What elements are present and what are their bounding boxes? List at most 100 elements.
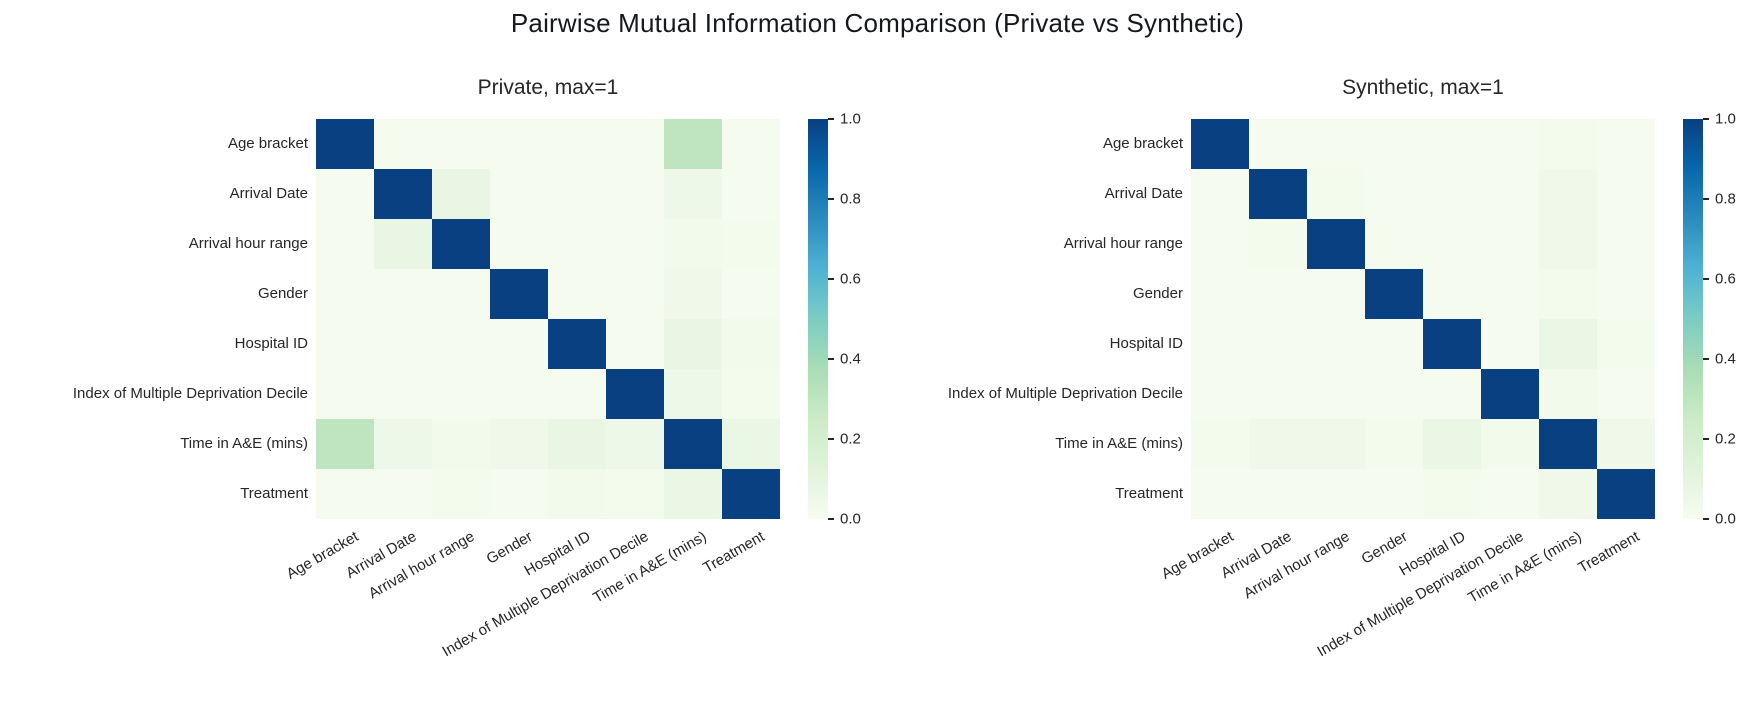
y-tick-label: Time in A&E (mins) xyxy=(1055,435,1183,452)
heatmap-cell xyxy=(1539,269,1597,319)
heatmap-cell xyxy=(606,319,664,369)
heatmap-cell xyxy=(1365,269,1423,319)
colorbar-tick-mark xyxy=(1703,198,1709,200)
heatmap-cell xyxy=(1597,169,1655,219)
heatmap-cell xyxy=(1191,369,1249,419)
heatmap-cell xyxy=(1481,469,1539,519)
heatmap-cell xyxy=(606,419,664,469)
heatmap-cell xyxy=(548,269,606,319)
colorbar-tick-mark xyxy=(828,198,834,200)
heatmap-cell xyxy=(1307,319,1365,369)
heatmap-cell xyxy=(664,369,722,419)
heatmap-cell xyxy=(432,319,490,369)
x-tick-label: Arrival hour range xyxy=(1240,528,1353,603)
heatmap-cell xyxy=(316,419,374,469)
heatmap-cell xyxy=(1597,119,1655,169)
y-tick-label: Index of Multiple Deprivation Decile xyxy=(947,385,1183,402)
colorbar-tick-label: 1.0 xyxy=(1715,110,1736,128)
heatmap-cell xyxy=(374,119,432,169)
heatmap-cell xyxy=(722,469,780,519)
heatmap-cell xyxy=(1307,469,1365,519)
colorbar-tick-label: 0.0 xyxy=(1715,510,1736,528)
heatmap-cell xyxy=(606,369,664,419)
heatmap-cell xyxy=(1191,319,1249,369)
heatmap-cell xyxy=(1539,219,1597,269)
heatmap-cell xyxy=(1481,369,1539,419)
heatmap-cell xyxy=(1481,319,1539,369)
heatmap-cell xyxy=(664,119,722,169)
heatmap-cell xyxy=(722,169,780,219)
colorbar-tick-label: 0.2 xyxy=(840,430,861,448)
heatmap-cell xyxy=(606,119,664,169)
heatmap-cell xyxy=(548,319,606,369)
heatmap-cell xyxy=(1365,369,1423,419)
heatmap-cell xyxy=(548,469,606,519)
heatmap-cell xyxy=(1539,319,1597,369)
heatmap-cell xyxy=(490,219,548,269)
heatmap-cell xyxy=(1539,119,1597,169)
figure-title: Pairwise Mutual Information Comparison (… xyxy=(510,8,1245,38)
heatmap-cell xyxy=(1423,219,1481,269)
subplot-title-private: Private, max=1 xyxy=(477,76,619,99)
colorbar-tick-mark xyxy=(1703,118,1709,120)
heatmap-cell xyxy=(1307,369,1365,419)
heatmap-cell xyxy=(606,169,664,219)
heatmap-cell xyxy=(1365,319,1423,369)
heatmap-cell xyxy=(664,219,722,269)
y-tick-label: Arrival Date xyxy=(229,185,308,202)
y-tick-label: Treatment xyxy=(1115,485,1183,502)
heatmap-cell xyxy=(664,419,722,469)
y-tick-label: Age bracket xyxy=(227,135,308,152)
heatmap-cell xyxy=(1249,219,1307,269)
heatmap-cell xyxy=(1597,419,1655,469)
heatmap-cell xyxy=(432,419,490,469)
colorbar-tick-mark xyxy=(1703,438,1709,440)
y-tick-label: Arrival hour range xyxy=(188,235,308,252)
heatmap-cell xyxy=(606,219,664,269)
heatmap-cell xyxy=(1423,419,1481,469)
heatmap-cell xyxy=(1191,119,1249,169)
heatmap-cell xyxy=(722,269,780,319)
heatmap-cell xyxy=(490,419,548,469)
heatmap-cell xyxy=(1481,269,1539,319)
heatmap-cell xyxy=(1307,419,1365,469)
subplot-title-synthetic: Synthetic, max=1 xyxy=(1342,76,1504,99)
heatmap-cell xyxy=(1539,369,1597,419)
heatmap-cell xyxy=(722,219,780,269)
colorbar-tick-label: 0.0 xyxy=(840,510,861,528)
colorbar-tick-mark xyxy=(828,518,834,520)
y-tick-label: Index of Multiple Deprivation Decile xyxy=(72,385,308,402)
colorbar-private xyxy=(808,119,828,519)
heatmap-cell xyxy=(1191,219,1249,269)
colorbar-tick-label: 0.4 xyxy=(1715,350,1736,368)
heatmap-cell xyxy=(374,219,432,269)
heatmap-cell xyxy=(1365,169,1423,219)
heatmap-grid-synthetic xyxy=(1191,119,1655,519)
colorbar-tick-label: 0.6 xyxy=(1715,270,1736,288)
heatmap-cell xyxy=(374,319,432,369)
heatmap-cell xyxy=(1191,419,1249,469)
heatmap-cell xyxy=(1365,219,1423,269)
heatmap-cell xyxy=(548,169,606,219)
heatmap-cell xyxy=(548,369,606,419)
heatmap-cell xyxy=(1249,369,1307,419)
heatmap-grid-private xyxy=(316,119,780,519)
colorbar-tick-label: 0.8 xyxy=(1715,190,1736,208)
colorbar-tick-label: 0.2 xyxy=(1715,430,1736,448)
heatmap-cell xyxy=(1597,469,1655,519)
y-tick-label: Hospital ID xyxy=(1109,335,1183,352)
heatmap-cell xyxy=(1307,169,1365,219)
heatmap-cell xyxy=(1423,169,1481,219)
colorbar-tick-mark xyxy=(828,438,834,440)
colorbar-tick-mark xyxy=(1703,278,1709,280)
y-tick-label: Gender xyxy=(257,285,308,302)
heatmap-cell xyxy=(722,369,780,419)
x-tick-label: Treatment xyxy=(1575,528,1643,577)
heatmap-cell xyxy=(1365,419,1423,469)
heatmap-cell xyxy=(1249,469,1307,519)
heatmap-cell xyxy=(1597,269,1655,319)
y-tick-label: Gender xyxy=(1132,285,1183,302)
heatmap-cell xyxy=(316,469,374,519)
heatmap-cell xyxy=(1481,219,1539,269)
x-tick-label: Treatment xyxy=(700,528,768,577)
